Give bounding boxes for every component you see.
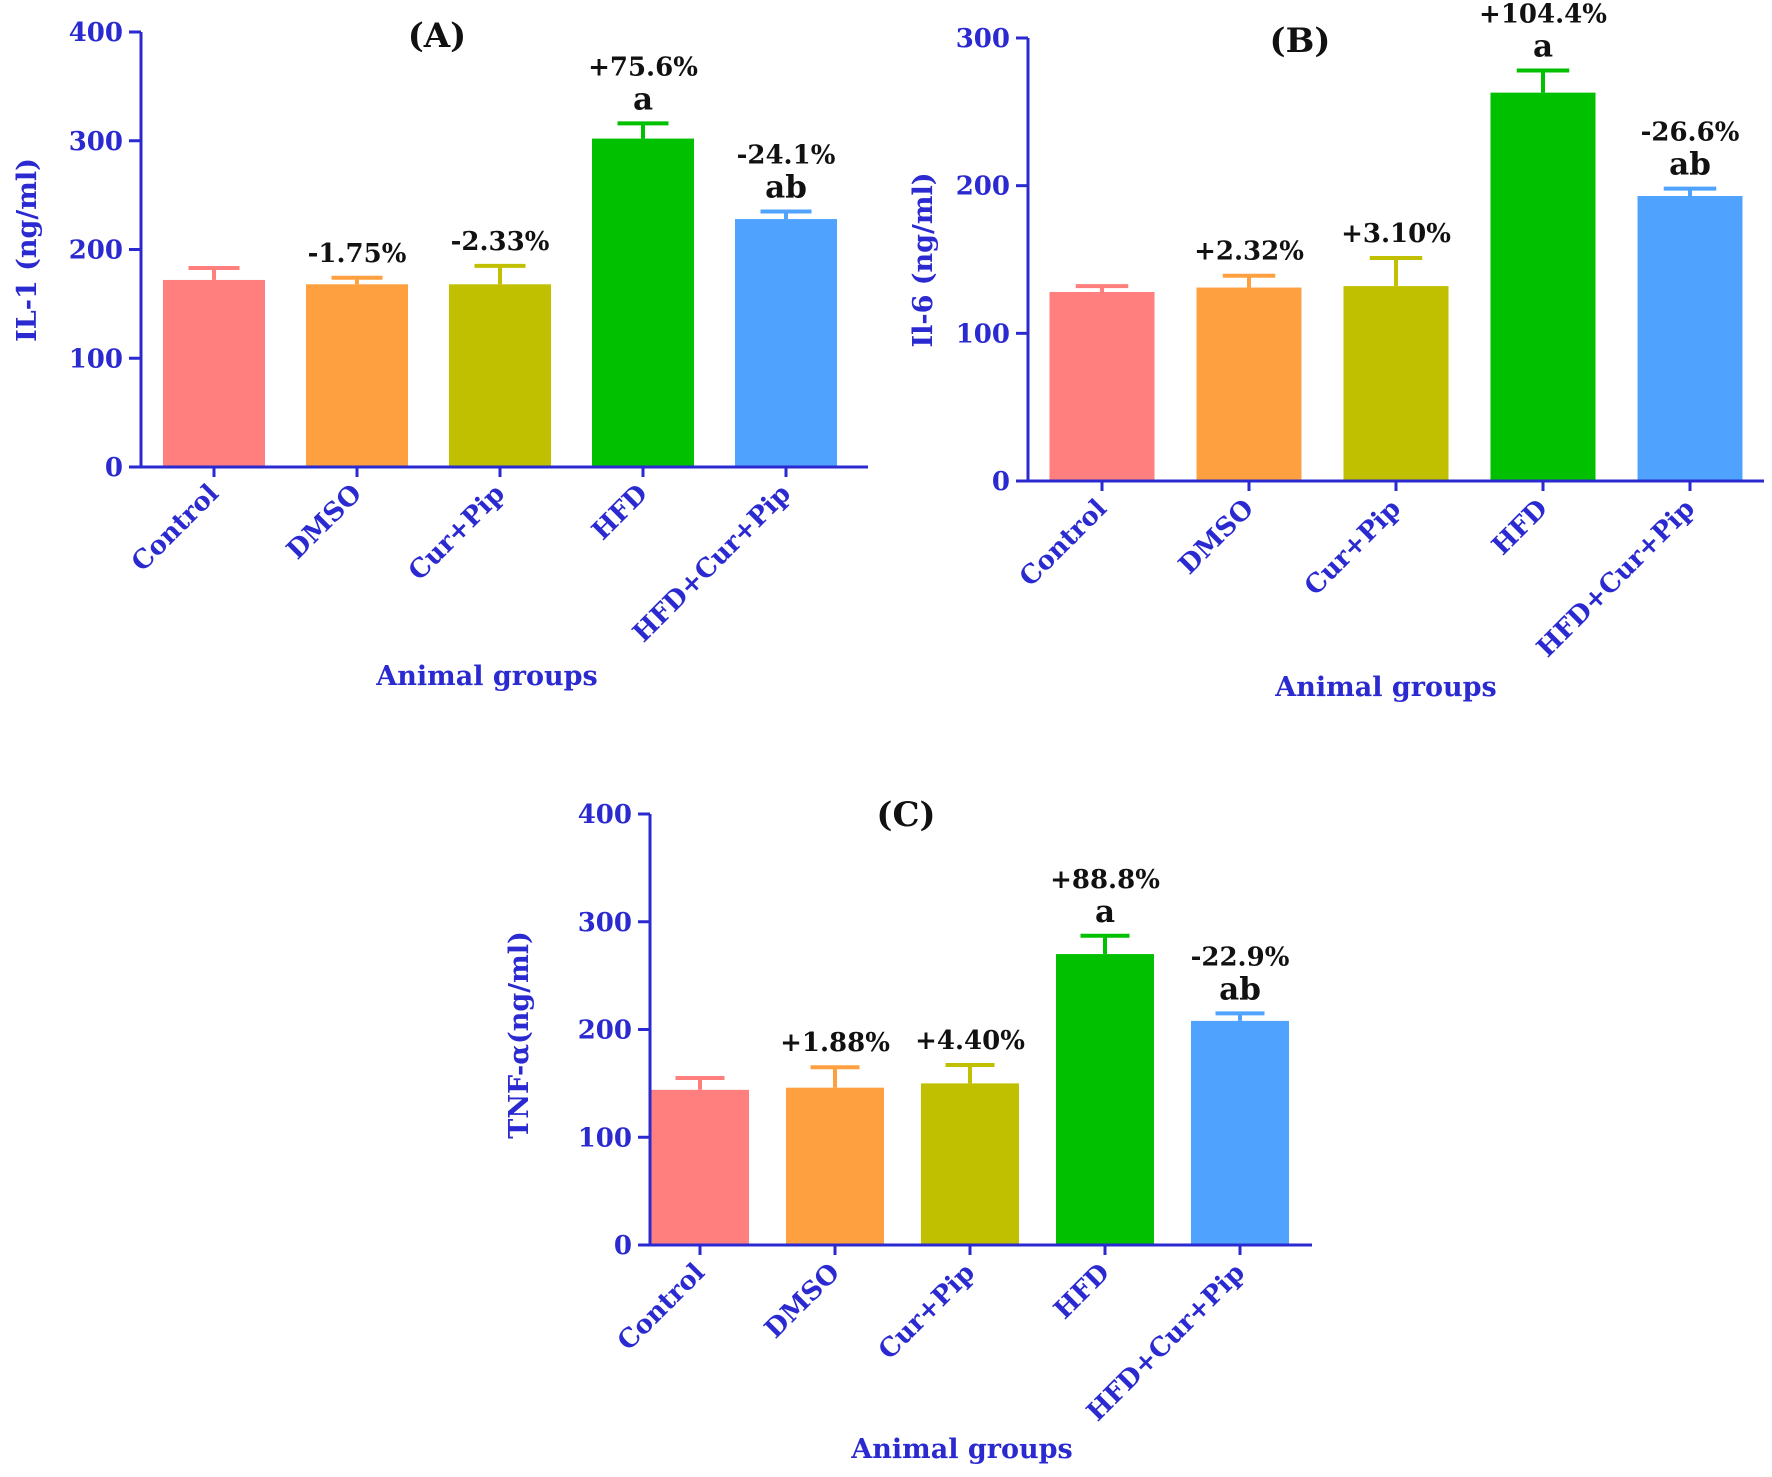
y-tick-label-a-1: 100: [69, 344, 123, 374]
bar-a-1: [306, 284, 408, 467]
y-tick-label-b-0: 0: [992, 467, 1010, 497]
bar-a-3: [592, 138, 694, 467]
bar-c-2: [921, 1083, 1019, 1245]
bar-c-3: [1056, 954, 1154, 1245]
y-tick-label-a-3: 300: [69, 127, 123, 157]
bar-b-4: [1637, 196, 1743, 481]
bar-b-0: [1049, 291, 1155, 481]
percent-label-b-1: +2.32%: [1194, 237, 1304, 267]
category-label-c-0: Control: [612, 1258, 711, 1357]
y-tick-label-c-0: 0: [614, 1231, 632, 1261]
bar-b-2: [1343, 286, 1449, 481]
category-label-c-3: HFD: [1048, 1258, 1116, 1326]
percent-label-a-3: +75.6%: [588, 52, 698, 82]
y-axis-title-c: TNF-α(ng/ml): [504, 931, 535, 1138]
category-label-a-2: Cur+Pip: [403, 479, 511, 587]
panel-title-b: (B): [1270, 21, 1331, 61]
category-label-a-1: DMSO: [281, 479, 368, 566]
percent-label-c-2: +4.40%: [915, 1026, 1025, 1056]
percent-label-c-3: +88.8%: [1050, 865, 1160, 895]
percent-label-c-1: +1.88%: [780, 1028, 890, 1058]
y-tick-label-b-2: 200: [956, 172, 1010, 202]
bar-a-2: [449, 284, 551, 467]
category-label-b-1: DMSO: [1173, 494, 1260, 581]
bar-c-1: [786, 1087, 884, 1245]
x-axis-title-a: Animal groups: [375, 661, 597, 692]
percent-label-b-2: +3.10%: [1341, 219, 1451, 249]
panel-title-a: (A): [408, 16, 467, 56]
percent-label-b-3: +104.4%: [1479, 0, 1607, 29]
bar-c-4: [1191, 1020, 1289, 1245]
panel-c: Control +1.88% DMSO +4.40% Cur+Pip a+88.8% HFD…: [504, 795, 1312, 1465]
y-tick-label-c-2: 200: [578, 1016, 632, 1046]
y-tick-label-b-3: 300: [956, 24, 1010, 54]
significance-label-b-4: ab: [1669, 147, 1711, 183]
bar-b-1: [1196, 287, 1302, 481]
category-label-b-2: Cur+Pip: [1299, 494, 1407, 602]
y-tick-label-a-2: 200: [69, 236, 123, 266]
category-label-a-0: Control: [126, 479, 225, 578]
x-axis-title-c: Animal groups: [850, 1434, 1072, 1465]
category-label-c-1: DMSO: [759, 1258, 846, 1345]
bar-a-0: [163, 279, 265, 467]
significance-label-a-3: a: [633, 81, 653, 117]
bar-c-0: [651, 1089, 749, 1245]
panel-a: Control -1.75% DMSO -2.33% Cur+Pip a+75.6% HFD…: [12, 16, 868, 692]
x-axis-title-b: Animal groups: [1274, 672, 1496, 703]
y-tick-label-a-0: 0: [105, 453, 123, 483]
y-tick-label-c-1: 100: [578, 1123, 632, 1153]
percent-label-c-4: -22.9%: [1191, 942, 1290, 972]
percent-label-b-4: -26.6%: [1641, 118, 1740, 148]
y-axis-title-b: Il-6 (ng/ml): [908, 172, 939, 347]
category-label-b-0: Control: [1014, 494, 1113, 593]
panel-b: Control +2.32% DMSO +3.10% Cur+Pip a+104.4% HF…: [908, 0, 1764, 703]
significance-label-a-4: ab: [765, 169, 807, 205]
category-label-c-2: Cur+Pip: [873, 1258, 981, 1366]
significance-label-b-3: a: [1533, 28, 1553, 64]
panel-title-c: (C): [876, 795, 935, 835]
significance-label-c-4: ab: [1219, 971, 1261, 1007]
percent-label-a-2: -2.33%: [451, 227, 550, 257]
bar-b-3: [1490, 92, 1596, 482]
category-label-a-4: HFD+Cur+Pip: [627, 479, 797, 649]
bar-a-4: [735, 219, 837, 467]
y-tick-label-b-1: 100: [956, 319, 1010, 349]
significance-label-c-3: a: [1095, 894, 1115, 930]
percent-label-a-4: -24.1%: [737, 140, 836, 170]
category-label-a-3: HFD: [586, 479, 654, 547]
y-tick-label-c-3: 300: [578, 908, 632, 938]
percent-label-a-1: -1.75%: [308, 239, 407, 269]
category-label-b-3: HFD: [1486, 494, 1554, 562]
y-tick-label-a-4: 400: [69, 18, 123, 48]
category-label-b-4: HFD+Cur+Pip: [1531, 494, 1701, 664]
y-axis-title-a: IL-1 (ng/ml): [12, 158, 43, 342]
y-tick-label-c-4: 400: [578, 800, 632, 830]
